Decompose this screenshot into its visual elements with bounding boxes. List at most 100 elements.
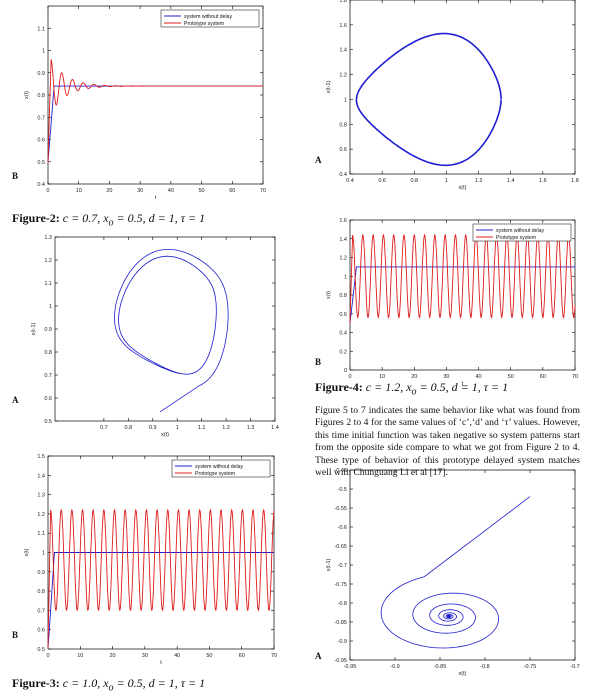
y-tick-label: 0.6: [44, 396, 52, 402]
x-tick-label: 0.8: [410, 178, 418, 184]
y-tick-label: 0.8: [339, 122, 347, 128]
series-line: [47, 552, 274, 650]
y-tick-label: 1.5: [37, 454, 45, 460]
y-tick-label: -0.9: [338, 639, 347, 645]
y-axis-label: x(t-1): [326, 558, 332, 571]
x-tick-label: 1.4: [271, 425, 279, 431]
x-tick-label: 0: [46, 653, 49, 659]
y-tick-label: 0.8: [339, 293, 347, 299]
caption-figure-4: Figure-4: c = 1.2, xo = 0.5, d = 1, τ = …: [315, 380, 508, 397]
y-tick-label: 1.6: [339, 218, 347, 224]
series-line: [47, 85, 263, 162]
series-line: [349, 233, 576, 324]
caption-figure-3: Figure-3: c = 1.0, xo = 0.5, d = 1, τ = …: [12, 676, 205, 693]
y-tick-label: -0.6: [338, 525, 347, 531]
y-tick-label: -0.45: [334, 468, 347, 474]
x-tick-label: 30: [137, 188, 143, 194]
y-tick-label: -0.5: [338, 487, 347, 493]
x-tick-label: -0.8: [480, 664, 489, 670]
x-tick-label: 50: [206, 653, 212, 659]
y-tick-label: 0.6: [37, 138, 45, 144]
series-line: [47, 508, 275, 650]
legend-label: Prototype system: [184, 21, 224, 27]
x-tick-label: 1.4: [507, 178, 515, 184]
caption-figure-2: Figure-2: c = 0.7, xo = 0.5, d = 1, τ = …: [12, 211, 205, 228]
x-axis-label: x(t): [459, 671, 467, 677]
x-tick-label: 20: [411, 374, 417, 380]
phase-trajectory: [114, 248, 229, 413]
y-tick-label: 1.2: [339, 256, 347, 262]
legend-box: [472, 223, 572, 242]
x-tick-label: 50: [508, 374, 514, 380]
legend-box: [171, 459, 271, 478]
y-tick-label: 1.6: [339, 23, 347, 29]
x-tick-label: 1.2: [475, 178, 483, 184]
chart-fig4B: 0 10 20 30 40 50 60 70 0 0.2 0.4 0.6 0.8 1 1.2 1.4 1.6 t x…: [326, 218, 578, 387]
y-tick-label: 0.9: [37, 71, 45, 77]
y-tick-label: 0.8: [37, 93, 45, 99]
legend-label: system without delay: [184, 14, 233, 20]
x-axis-label: t: [160, 660, 162, 666]
x-tick-label: 70: [260, 188, 266, 194]
y-tick-label: 0.6: [339, 147, 347, 153]
y-tick-label: 0.6: [37, 628, 45, 634]
y-tick-label: 0: [344, 368, 347, 374]
series-line: [349, 266, 575, 324]
x-tick-label: 20: [110, 653, 116, 659]
caption-rest: = 0.5, d = 1, τ = 1: [116, 676, 206, 690]
x-tick-label: 1.1: [198, 425, 206, 431]
caption-rest: = 0.5, d = 1, τ = 1: [419, 380, 509, 394]
y-tick-label: 0.8: [37, 589, 45, 595]
y-tick-label: 1.4: [37, 473, 45, 479]
y-tick-label: 1.1: [44, 281, 52, 287]
legend-label: Prototype system: [496, 235, 536, 241]
y-tick-label: 1.8: [339, 0, 347, 4]
y-tick-label: 1.3: [44, 235, 52, 241]
x-tick-label: 1: [445, 178, 448, 184]
x-tick-label: 1: [176, 425, 179, 431]
y-axis-label: x(t): [326, 291, 332, 299]
x-tick-label: 40: [476, 374, 482, 380]
y-axis-label: x(t-1): [326, 80, 332, 93]
caption-x: x: [406, 380, 412, 394]
caption-c: c = 1.0,: [62, 676, 101, 690]
y-tick-label: -0.8: [338, 601, 347, 607]
chart-fig3B: 0 10 20 30 40 50 60 70 0.5 0.6 0.7 0.8 0.9 1 1.1 1.2 1.3…: [24, 454, 277, 666]
x-tick-label: 40: [174, 653, 180, 659]
y-tick-label: 0.5: [37, 647, 45, 653]
chart-fig3A: 0.4 0.6 0.8 1 1.2 1.4 1.6 1.8 0.4 0.6 0.8 1 1.2 1.4 1.…: [326, 0, 579, 191]
caption-x: x: [103, 211, 109, 225]
x-tick-label: 30: [443, 374, 449, 380]
panel-letter: A: [315, 651, 322, 661]
panel-letter: A: [12, 395, 19, 405]
x-tick-label: 0.7: [100, 425, 108, 431]
y-tick-label: 0.8: [44, 350, 52, 356]
x-axis-label: t: [155, 195, 157, 201]
y-tick-label: 0.7: [37, 115, 45, 121]
x-tick-label: 60: [229, 188, 235, 194]
panel-letter: B: [12, 630, 19, 640]
x-tick-label: 1.3: [247, 425, 255, 431]
caption-x-sub: o: [108, 682, 114, 694]
y-tick-label: 0.6: [339, 312, 347, 318]
phase-trajectory: [355, 32, 502, 167]
y-axis-label: x(t): [24, 91, 30, 99]
panel-letter: A: [315, 155, 322, 165]
caption-label: Figure-4:: [315, 380, 363, 394]
caption-label: Figure-2:: [12, 211, 60, 225]
y-tick-label: -0.65: [334, 544, 347, 550]
x-tick-label: 0: [348, 374, 351, 380]
x-tick-label: -0.9: [390, 664, 399, 670]
x-tick-label: -0.95: [344, 664, 357, 670]
x-axis-label: t: [462, 381, 464, 387]
x-tick-label: 10: [76, 188, 82, 194]
body-paragraph: Figure 5 to 7 indicates the same behavio…: [315, 405, 580, 479]
plot-frame: [47, 5, 264, 185]
series-line: [47, 59, 263, 162]
y-tick-label: 0.2: [339, 349, 347, 355]
legend-label: system without delay: [195, 464, 244, 470]
y-tick-label: 1.3: [37, 493, 45, 499]
legend-box: [160, 9, 260, 28]
y-tick-label: 0.5: [44, 419, 52, 425]
plot-frame: [54, 236, 276, 422]
